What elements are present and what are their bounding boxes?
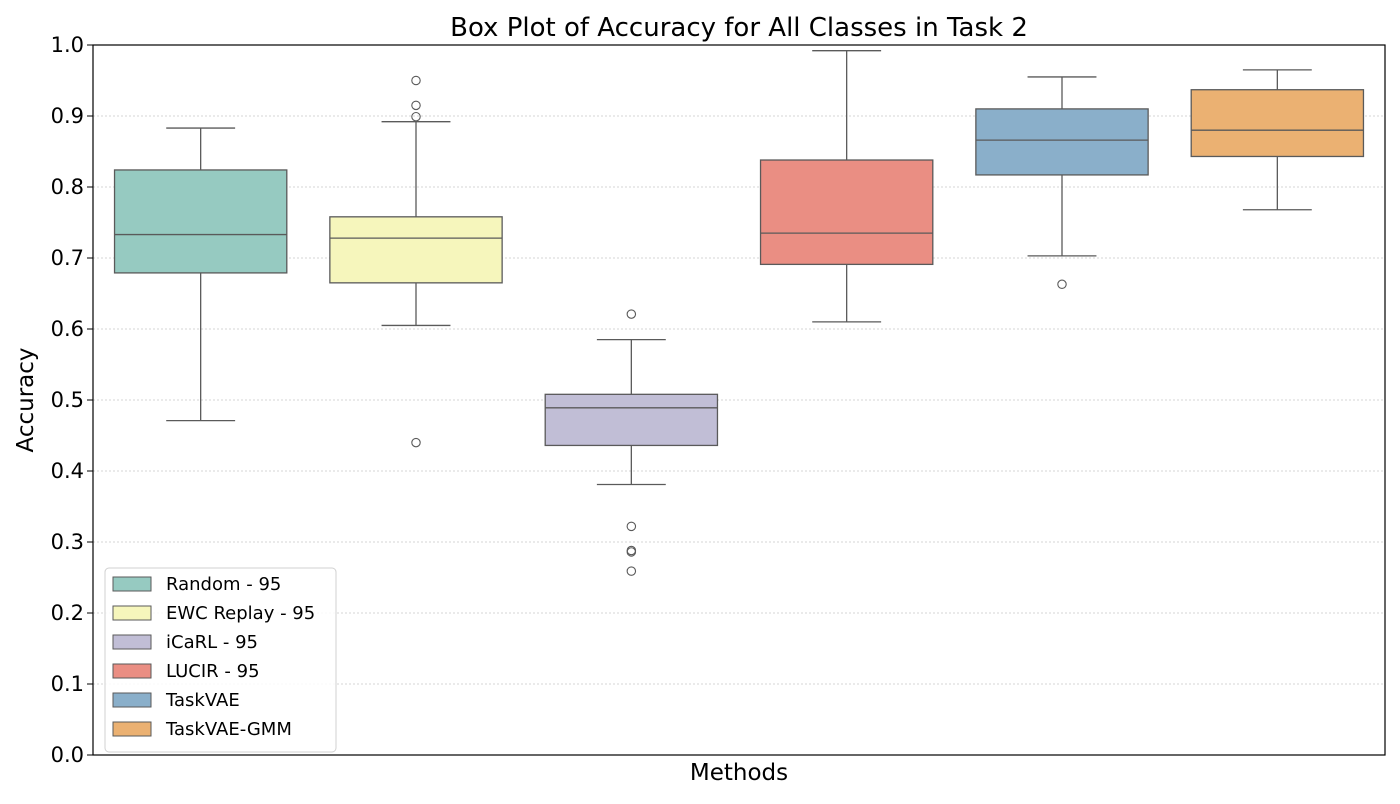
legend-swatch [112, 576, 152, 592]
box-group [544, 309, 719, 576]
box-iqr [113, 169, 288, 274]
legend-label: Random - 95 [166, 574, 281, 595]
box-group [759, 50, 934, 323]
y-tick-label: 0.5 [51, 388, 84, 412]
grid-layer [93, 115, 1385, 685]
legend-swatch [112, 634, 152, 650]
legend-label: TaskVAE-GMM [165, 719, 292, 740]
outlier-point [411, 111, 421, 122]
outlier-point [1057, 279, 1067, 290]
y-tick-label: 0.7 [51, 246, 84, 270]
box-group [113, 127, 288, 422]
y-tick-label: 0.6 [51, 317, 84, 341]
box-iqr [329, 216, 503, 284]
y-tick-label: 0.8 [51, 175, 84, 199]
box-iqr [759, 159, 934, 266]
legend: Random - 95 EWC Replay - 95 iCaRL - 95 LUCI… [104, 567, 337, 753]
y-axis-label: Accuracy [13, 347, 39, 452]
legend-label: TaskVAE [165, 690, 240, 711]
box-iqr [544, 393, 719, 447]
box-group [329, 75, 503, 448]
legend-label: iCaRL - 95 [166, 632, 258, 653]
outlier-point [411, 100, 421, 111]
legend-label: EWC Replay - 95 [166, 603, 315, 624]
legend-swatch [112, 663, 152, 679]
y-tick-label: 0.1 [51, 672, 84, 696]
box-layer [113, 50, 1365, 576]
box-group [975, 76, 1149, 290]
y-tick-label: 0.4 [51, 459, 84, 483]
outlier-point [626, 521, 637, 532]
y-axis-ticks: 0.0 0.1 0.2 0.3 0.4 0.5 0.6 0.7 0.8 0.9 1.0 [51, 33, 93, 767]
box-group [1190, 69, 1365, 211]
outlier-point [626, 566, 637, 576]
outlier-point [411, 75, 421, 86]
outlier-point [626, 547, 637, 557]
y-tick-label: 0.0 [51, 743, 84, 767]
box-iqr [975, 108, 1149, 176]
legend-swatch [112, 605, 152, 621]
legend-swatch [112, 721, 152, 737]
y-tick-label: 1.0 [51, 33, 84, 57]
y-tick-label: 0.3 [51, 530, 84, 554]
legend-label: LUCIR - 95 [166, 661, 260, 682]
box-iqr [1190, 89, 1365, 158]
y-tick-label: 0.2 [51, 601, 84, 625]
chart-title: Box Plot of Accuracy for All Classes in … [450, 13, 1028, 43]
x-axis-label: Methods [690, 760, 788, 786]
outlier-point [626, 309, 637, 319]
outlier-point [411, 437, 421, 448]
legend-frame [104, 567, 337, 753]
legend-swatch [112, 692, 152, 708]
y-tick-label: 0.9 [51, 104, 84, 128]
